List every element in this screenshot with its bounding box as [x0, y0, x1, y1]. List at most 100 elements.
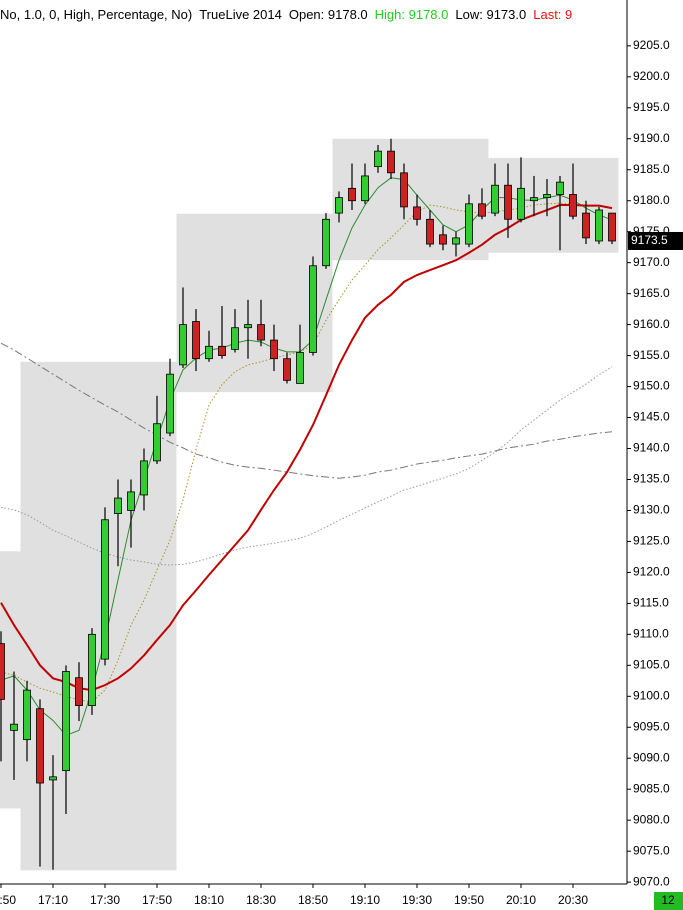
y-tick-label: 9165.0	[633, 286, 670, 300]
y-tick-label: 9070.0	[633, 874, 670, 888]
candle-body	[36, 708, 44, 784]
range-box	[332, 138, 489, 261]
candle-body	[205, 345, 213, 360]
corner-box	[654, 892, 683, 910]
header: No, 1.0, 0, High, Percentage, No) TrueLiv…	[0, 7, 572, 22]
candle-body	[543, 194, 551, 199]
corner-label: 12	[661, 893, 675, 907]
candle-body	[270, 339, 278, 360]
y-tick-label: 9185.0	[633, 162, 670, 176]
y-tick-label: 9170.0	[633, 255, 670, 269]
candle-body	[88, 633, 96, 706]
range-box	[20, 361, 177, 871]
candle-body	[322, 218, 330, 267]
x-tick-label: 16:50	[0, 893, 16, 907]
y-tick-label: 9095.0	[633, 719, 670, 733]
x-tick-label: 20:30	[558, 893, 588, 907]
candle-body	[114, 497, 122, 514]
ma-line	[0, 204, 613, 692]
candle-body	[296, 352, 304, 384]
candle-body	[478, 203, 486, 217]
candle-body	[218, 345, 226, 356]
candle-body	[49, 776, 57, 781]
x-tick-label: 19:10	[350, 893, 380, 907]
candle-body	[426, 218, 434, 245]
candle-body	[166, 373, 174, 434]
candle-body	[101, 519, 109, 660]
candle-body	[465, 203, 473, 245]
y-tick-label: 9195.0	[633, 100, 670, 114]
y-tick-label: 9080.0	[633, 812, 670, 826]
candle-body	[179, 324, 187, 366]
candle-body	[257, 324, 265, 341]
y-tick-label: 9140.0	[633, 441, 670, 455]
candle-body	[556, 181, 564, 195]
y-tick-label: 9145.0	[633, 410, 670, 424]
header-item: TrueLive 2014	[199, 7, 282, 22]
y-tick-label: 9120.0	[633, 565, 670, 579]
y-tick-label: 9135.0	[633, 472, 670, 486]
candle-body	[244, 324, 252, 329]
x-tick-label: 17:10	[38, 893, 68, 907]
candle-body	[452, 237, 460, 245]
range-box	[176, 213, 333, 393]
header-item: Last: 9	[533, 7, 572, 22]
candle-body	[192, 321, 200, 360]
y-tick-label: 9115.0	[633, 596, 669, 610]
x-tick-label: 18:50	[298, 893, 328, 907]
candle-body	[75, 677, 83, 706]
y-tick-label: 9125.0	[633, 534, 670, 548]
candle-body	[140, 460, 148, 496]
x-tick-label: 19:50	[454, 893, 484, 907]
y-tick-label: 9180.0	[633, 193, 670, 207]
candle-body	[608, 212, 616, 242]
y-tick-label: 9085.0	[633, 781, 670, 795]
candle-body	[23, 689, 31, 741]
candle-body	[153, 423, 161, 462]
y-tick-label: 9100.0	[633, 688, 670, 702]
y-tick-label: 9150.0	[633, 379, 670, 393]
y-tick-label: 9110.0	[633, 627, 669, 641]
last-price-box	[628, 231, 683, 250]
y-tick-label: 9090.0	[633, 750, 670, 764]
x-tick-label: 20:10	[506, 893, 536, 907]
candle-body	[439, 234, 447, 245]
candle-body	[335, 197, 343, 214]
header-item: No, 1.0, 0, High, Percentage, No)	[0, 7, 192, 22]
x-tick-label: 17:30	[90, 893, 120, 907]
candle-body	[62, 671, 70, 772]
candle-body	[309, 265, 317, 353]
candle-body	[0, 643, 5, 700]
candle-body	[400, 172, 408, 208]
candle-body	[582, 212, 590, 239]
ma-line	[0, 366, 613, 566]
x-tick-label: 18:10	[194, 893, 224, 907]
candle-body	[387, 150, 395, 174]
candle-body	[413, 206, 421, 220]
candle-body	[283, 358, 291, 381]
y-tick-label: 9130.0	[633, 503, 670, 517]
candle-body	[348, 187, 356, 202]
header-item: Low: 9173.0	[455, 7, 526, 22]
last-price-label: 9173.5	[631, 233, 668, 247]
candle-body	[504, 184, 512, 220]
candle-body	[517, 187, 525, 220]
y-tick-label: 9075.0	[633, 843, 670, 857]
header-item: Open: 9178.0	[289, 7, 368, 22]
x-tick-label: 19:30	[402, 893, 432, 907]
candle-body	[491, 184, 499, 214]
range-box	[0, 551, 21, 809]
y-tick-label: 9205.0	[633, 38, 670, 52]
candle-body	[231, 327, 239, 350]
candle-body	[374, 150, 382, 168]
y-tick-label: 9190.0	[633, 131, 670, 145]
candle-body	[127, 491, 135, 511]
candle-body	[530, 197, 538, 202]
candle-body	[10, 723, 18, 731]
y-tick-label: 9200.0	[633, 69, 670, 83]
y-tick-label: 9160.0	[633, 317, 670, 331]
header-item: High: 9178.0	[375, 7, 449, 22]
